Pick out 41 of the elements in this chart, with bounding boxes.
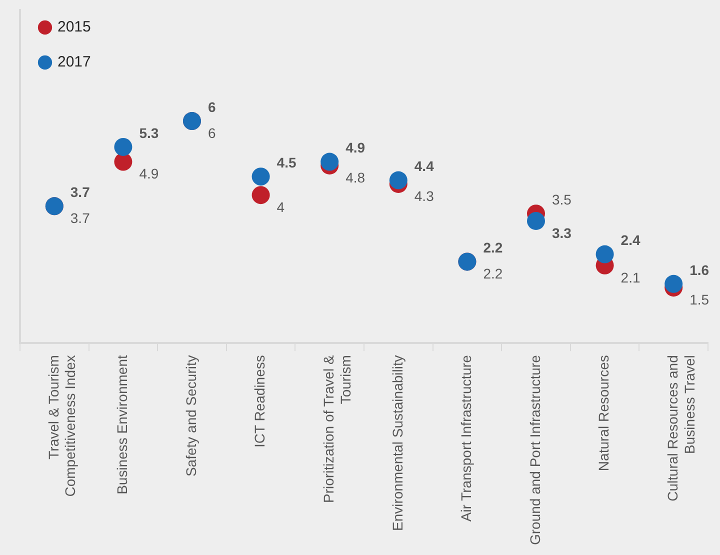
x-tick-label: Business Environment [114,355,130,494]
data-label: 4.8 [346,169,366,186]
point [527,212,545,230]
data-label: 6 [208,98,216,115]
point [252,168,270,186]
data-label: 3.5 [552,191,572,208]
data-label: 2.2 [483,266,503,282]
x-tick-label: ICT Readiness [252,355,268,448]
legend-label: 2015 [58,18,91,36]
point [664,274,683,293]
legend-label: 2017 [58,54,91,71]
x-tick-label: Travel & Tourism Competitiveness Index [45,355,78,497]
data-label: 2.1 [620,269,640,286]
point [114,138,132,156]
point [320,152,339,171]
point [252,186,270,204]
data-label: 3.7 [70,184,90,200]
data-label: 1.6 [690,262,710,278]
x-tick-label: Safety and Security [182,355,199,477]
data-label: 6 [208,124,216,141]
data-label: 4 [276,198,285,215]
data-label: 4.5 [276,154,296,170]
x-tick-label: Natural Resources [596,355,612,472]
point [596,245,614,264]
data-label: 2.2 [483,240,503,256]
data-label: 2.4 [620,232,640,248]
data-label: 1.5 [690,291,710,308]
point [389,171,408,190]
data-label: 3.7 [70,210,90,226]
data-label: 4.9 [139,166,159,182]
data-label: 4.3 [414,188,434,204]
data-label: 5.3 [139,124,159,141]
x-tick-label: Ground and Port Infrastructure [526,354,543,545]
data-label: 3.3 [552,224,572,241]
data-label: 4.4 [414,158,434,174]
x-tick-label: Air Transport Infrastructure [458,354,474,522]
x-tick-label: Cultural Resources and Business Travel [664,355,698,502]
point [114,152,132,171]
x-tick-label: Environmental Sustainability [389,355,406,531]
x-tick-label: Prioritization of Travel & Tourism [320,354,354,503]
data-label: 4.9 [346,140,366,156]
